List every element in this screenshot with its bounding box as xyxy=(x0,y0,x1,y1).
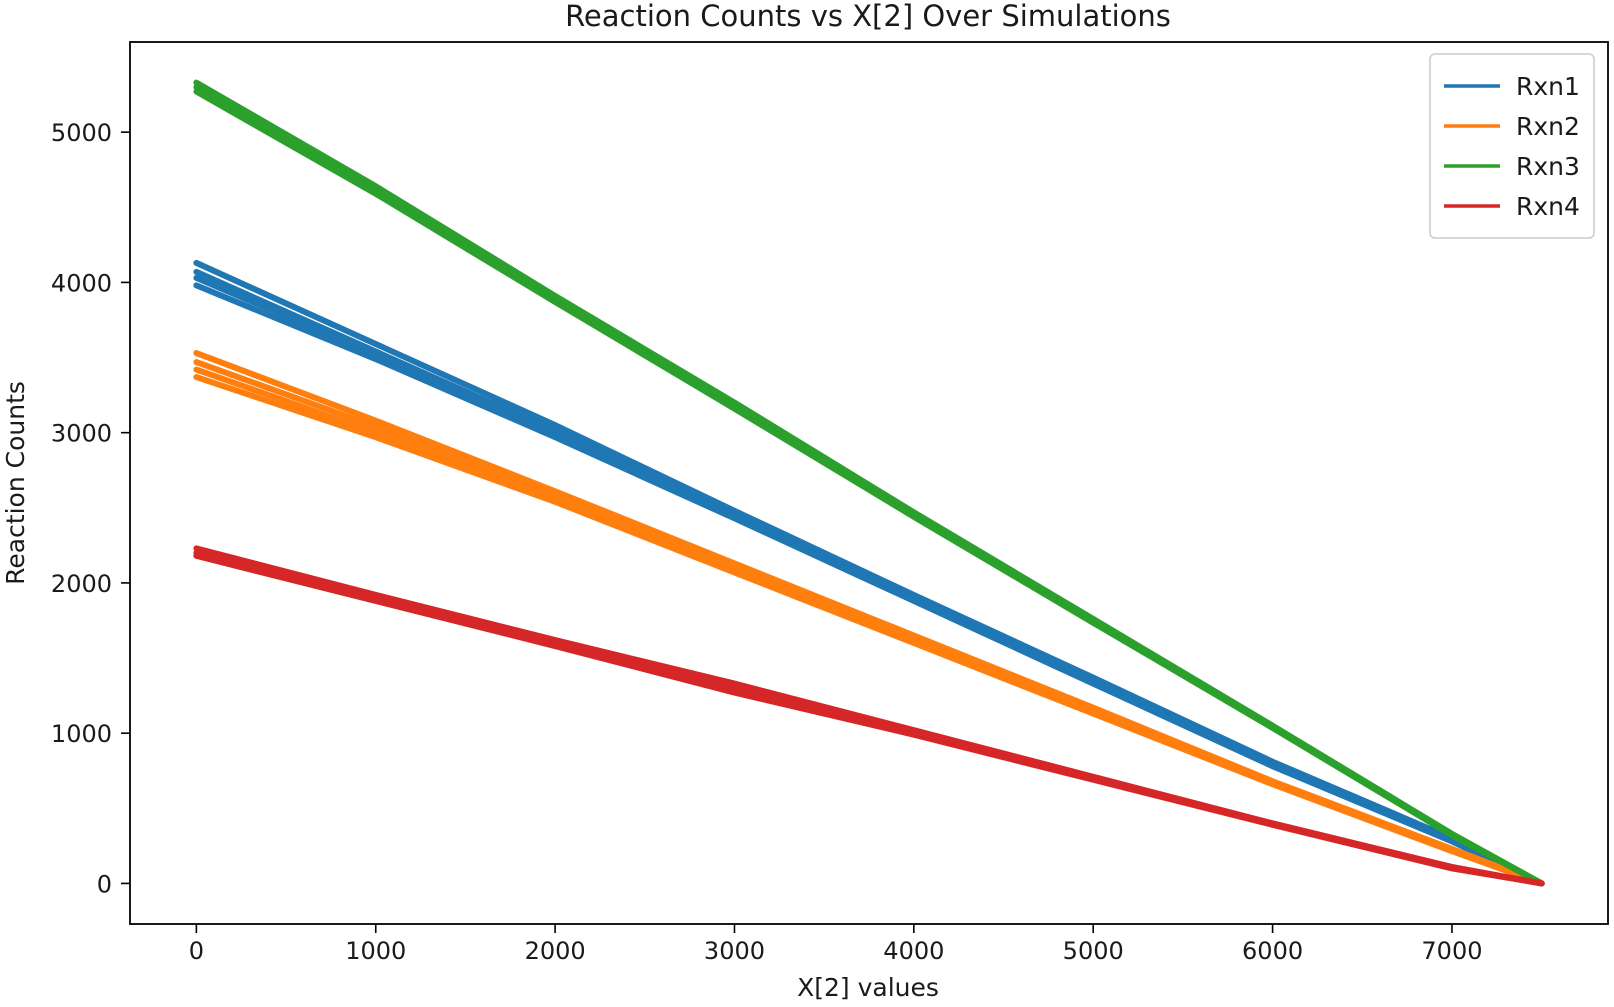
series-line-rxn2-run-4 xyxy=(193,374,1545,887)
y-tick-label: 4000 xyxy=(51,269,112,297)
y-tick-label: 1000 xyxy=(51,720,112,748)
plot-frame xyxy=(129,41,1609,925)
y-axis-label: Reaction Counts xyxy=(1,381,30,585)
series-line-rxn4-run-3 xyxy=(193,552,1545,887)
series-line-rxn4-run-1 xyxy=(193,545,1545,887)
x-tick-label: 1000 xyxy=(345,937,406,965)
series-line-rxn1-run-4 xyxy=(193,282,1545,887)
legend-label-rxn2: Rxn2 xyxy=(1516,112,1580,141)
x-tick-label: 2000 xyxy=(525,937,586,965)
x-tick-label: 6000 xyxy=(1242,937,1303,965)
chart-title: Reaction Counts vs X[2] Over Simulations xyxy=(565,0,1171,33)
series-layer xyxy=(193,79,1545,887)
x-tick-label: 0 xyxy=(189,937,204,965)
series-rxn2 xyxy=(193,350,1545,887)
x-tick-label: 7000 xyxy=(1421,937,1482,965)
legend-label-rxn3: Rxn3 xyxy=(1516,152,1580,181)
x-axis-label: X[2] values xyxy=(797,973,939,1002)
legend-box xyxy=(1429,53,1595,239)
y-tick-label: 0 xyxy=(97,870,112,898)
legend-label-rxn4: Rxn4 xyxy=(1516,192,1580,221)
y-tick-label: 5000 xyxy=(51,119,112,147)
legend: Rxn1 Rxn2 Rxn3 Rxn4 xyxy=(1429,53,1595,239)
axes-layer: 0 1000 2000 3000 4000 5000 6000 7000 0 1000 2000 30… xyxy=(51,41,1609,965)
x-tick-label: 4000 xyxy=(883,937,944,965)
y-tick-label: 2000 xyxy=(51,570,112,598)
x-tick-label: 5000 xyxy=(1063,937,1124,965)
x-tick-label: 3000 xyxy=(704,937,765,965)
series-line-rxn3-run-3 xyxy=(193,88,1545,887)
y-tick-label: 3000 xyxy=(51,420,112,448)
series-rxn3 xyxy=(193,79,1545,887)
series-rxn4 xyxy=(193,545,1545,887)
series-rxn1 xyxy=(193,259,1545,887)
legend-label-rxn1: Rxn1 xyxy=(1516,72,1580,101)
